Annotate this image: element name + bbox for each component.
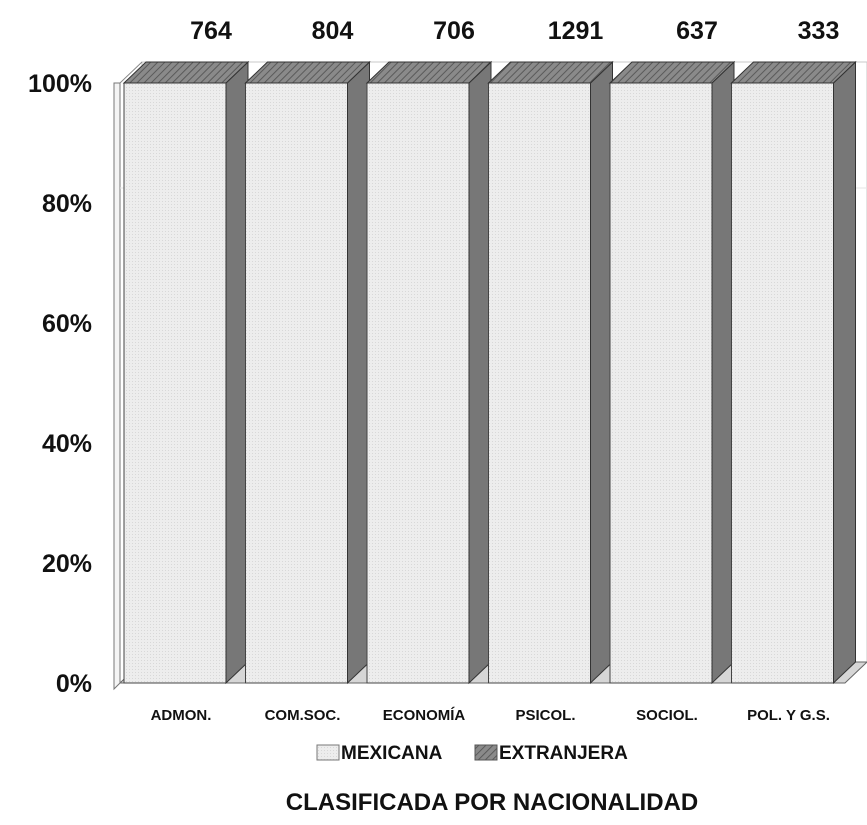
bar-top	[122, 61, 250, 84]
y-axis: 0% 20% 40% 60% 80% 100%	[28, 70, 92, 698]
y-tick-label: 100%	[28, 70, 92, 98]
x-tick-label: SOCIOL.	[636, 707, 698, 724]
bar-total-label: 1291	[548, 17, 604, 45]
bar-mexicana	[609, 82, 713, 684]
bars-group	[122, 60, 857, 685]
x-tick-label: PSICOL.	[515, 707, 575, 724]
bar-side	[711, 60, 735, 685]
x-axis: ADMON. COM.SOC. ECONOMÍA PSICOL. SOCIOL. POL.…	[151, 707, 830, 724]
x-tick-label: ADMON.	[151, 707, 212, 724]
bar-mexicana	[245, 82, 348, 684]
bar-mexicana	[366, 82, 470, 684]
bar-side	[468, 60, 492, 685]
bar-side	[833, 60, 856, 685]
bar-total-label: 706	[433, 17, 475, 45]
legend-swatch-mexicana	[316, 744, 340, 761]
bar-side	[590, 60, 613, 685]
left-wall-top	[119, 61, 143, 84]
bar-top	[730, 61, 857, 84]
x-tick-label: COM.SOC.	[265, 707, 341, 724]
y-tick-label: 60%	[42, 310, 92, 338]
bar-top	[365, 61, 493, 84]
bar-mexicana	[123, 82, 227, 684]
x-tick-label: POL. Y G.S.	[747, 707, 830, 724]
bar-mexicana	[488, 82, 591, 684]
legend-label-mexicana: MEXICANA	[341, 743, 443, 764]
y-tick-label: 80%	[42, 190, 92, 218]
y-tick-label: 40%	[42, 430, 92, 458]
bar-total-label: 764	[190, 17, 232, 45]
bar-mexicana	[731, 82, 834, 684]
chart-title: CLASIFICADA POR NACIONALIDAD	[286, 789, 698, 816]
bar-total-label: 637	[676, 17, 718, 45]
legend-swatch-extranjera	[474, 744, 498, 761]
bar-top	[608, 61, 736, 84]
bar-side	[225, 60, 249, 685]
x-tick-label: ECONOMÍA	[383, 707, 466, 724]
bar-top	[244, 61, 371, 84]
bar-top	[487, 61, 614, 84]
left-wall	[113, 82, 121, 691]
bar-total-label: 804	[312, 17, 354, 45]
y-tick-label: 20%	[42, 550, 92, 578]
y-tick-label: 0%	[56, 670, 92, 698]
bar-side	[347, 60, 370, 685]
legend-label-extranjera: EXTRANJERA	[499, 743, 628, 764]
bar-totals: 764 804 706 1291 637 333	[190, 17, 839, 45]
legend: MEXICANA EXTRANJERA	[316, 743, 628, 764]
bar-total-label: 333	[798, 17, 840, 45]
